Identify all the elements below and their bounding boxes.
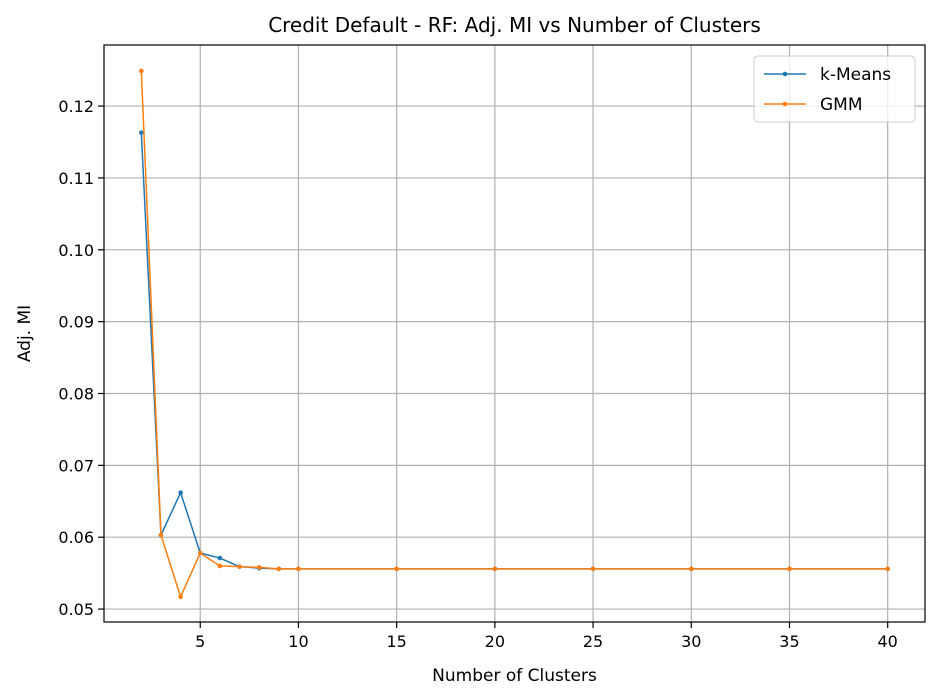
data-point-gmm <box>590 566 596 572</box>
y-tick-label: 0.08 <box>58 384 94 403</box>
data-point-gmm <box>276 566 282 572</box>
legend-label-gmm: GMM <box>820 95 863 115</box>
y-tick-label: 0.06 <box>58 528 94 547</box>
x-tick-label: 35 <box>779 632 799 651</box>
data-point-gmm <box>885 566 890 572</box>
y-tick-label: 0.12 <box>58 97 94 116</box>
tick-layer: 5 10 15 20 25 30 35 40 0.05 0.06 0.07 0.08 0.09 0.10 0… <box>58 97 897 651</box>
x-tick-label: 20 <box>485 632 505 651</box>
y-axis-label: Adj. MI <box>15 305 35 362</box>
x-axis-label: Number of Clusters <box>432 666 597 686</box>
data-point-gmm <box>139 68 144 74</box>
legend: k-Means GMM <box>753 55 916 123</box>
y-tick-label: 0.07 <box>58 456 94 475</box>
data-point-k-means <box>139 130 144 135</box>
legend-marker-k-means <box>782 71 788 77</box>
series-layer <box>139 68 890 600</box>
data-point-gmm <box>158 532 164 538</box>
data-point-gmm <box>178 594 183 600</box>
x-tick-label: 40 <box>878 632 898 651</box>
data-point-k-means <box>178 490 183 495</box>
chart-title: Credit Default - RF: Adj. MI vs Number o… <box>268 13 761 37</box>
legend-label-k-means: k-Means <box>820 65 891 85</box>
x-tick-label: 25 <box>583 632 603 651</box>
data-point-gmm <box>688 566 694 572</box>
data-point-gmm <box>256 565 262 570</box>
plot-frame <box>103 44 926 623</box>
data-point-gmm <box>394 566 399 572</box>
data-point-k-means <box>217 555 223 561</box>
y-tick-label: 0.09 <box>58 313 94 332</box>
legend-box <box>753 55 916 123</box>
data-point-gmm <box>217 563 223 569</box>
grid-layer <box>104 45 925 622</box>
x-tick-label: 30 <box>681 632 701 651</box>
data-point-gmm <box>296 566 301 572</box>
x-tick-label: 10 <box>288 632 308 651</box>
data-point-gmm <box>197 550 203 556</box>
y-tick-label: 0.05 <box>58 600 94 619</box>
x-tick-label: 5 <box>195 632 205 651</box>
data-point-gmm <box>787 566 792 572</box>
y-tick-label: 0.10 <box>58 241 94 260</box>
data-point-gmm <box>237 564 242 569</box>
legend-marker-gmm <box>782 101 788 107</box>
x-tick-label: 15 <box>386 632 406 651</box>
data-point-gmm <box>492 566 498 572</box>
y-tick-label: 0.11 <box>58 169 94 188</box>
